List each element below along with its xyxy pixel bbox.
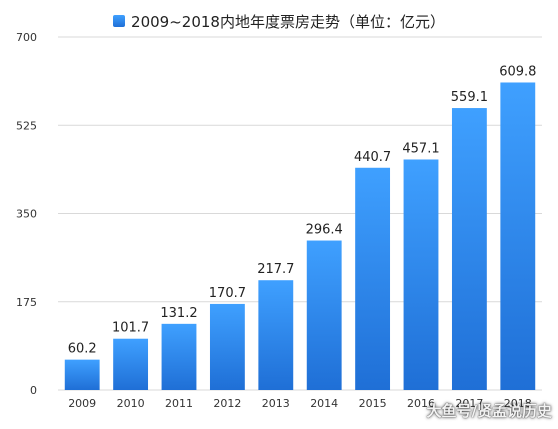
x-tick-label: 2015: [359, 397, 387, 410]
bars: [64, 82, 536, 390]
x-tick-label: 2010: [117, 397, 145, 410]
y-axis: 0 175 350 525 700: [16, 31, 37, 397]
data-labels: 60.2 101.7 131.2 170.7 217.7 296.4 440.7 457.1 5…: [68, 64, 537, 356]
data-label: 101.7: [112, 321, 149, 336]
y-tick-label: 175: [16, 296, 37, 309]
legend-swatch: [113, 15, 126, 27]
data-label: 60.2: [68, 342, 97, 357]
y-tick-label: 525: [16, 119, 37, 132]
bar: [258, 280, 294, 390]
data-label: 296.4: [306, 223, 343, 238]
x-axis: 2009 2010 2011 2012 2013 2014 2015 2016 2017 2018: [68, 397, 532, 410]
y-tick-label: 0: [30, 384, 37, 397]
watermark-text: 大鱼号/贤孟说历史: [426, 402, 552, 420]
legend: 2009~2018内地年度票房走势（单位：亿元）: [0, 9, 558, 33]
bar: [113, 338, 149, 390]
bar: [451, 108, 487, 390]
bar: [64, 359, 100, 390]
x-tick-label: 2014: [310, 397, 338, 410]
data-label: 457.1: [402, 141, 439, 156]
bar: [355, 167, 391, 390]
legend-label: 2009~2018内地年度票房走势（单位：亿元）: [131, 12, 445, 31]
data-label: 131.2: [160, 306, 197, 321]
x-tick-label: 2012: [213, 397, 241, 410]
x-tick-label: 2009: [68, 397, 96, 410]
data-label: 170.7: [209, 286, 246, 301]
bar: [209, 303, 245, 390]
data-label: 440.7: [354, 150, 391, 165]
bar: [403, 159, 439, 390]
bar: [161, 323, 197, 390]
bar: [500, 82, 536, 390]
x-tick-label: 2013: [262, 397, 290, 410]
y-tick-label: 700: [16, 31, 37, 44]
data-label: 217.7: [257, 262, 294, 277]
x-tick-label: 2016: [407, 397, 435, 410]
x-tick-label: 2018: [504, 397, 532, 410]
x-tick-label: 2017: [455, 397, 483, 410]
y-tick-label: 350: [16, 208, 37, 221]
bar: [306, 240, 342, 390]
x-tick-label: 2011: [165, 397, 193, 410]
data-label: 559.1: [451, 90, 488, 105]
data-label: 609.8: [499, 64, 536, 79]
